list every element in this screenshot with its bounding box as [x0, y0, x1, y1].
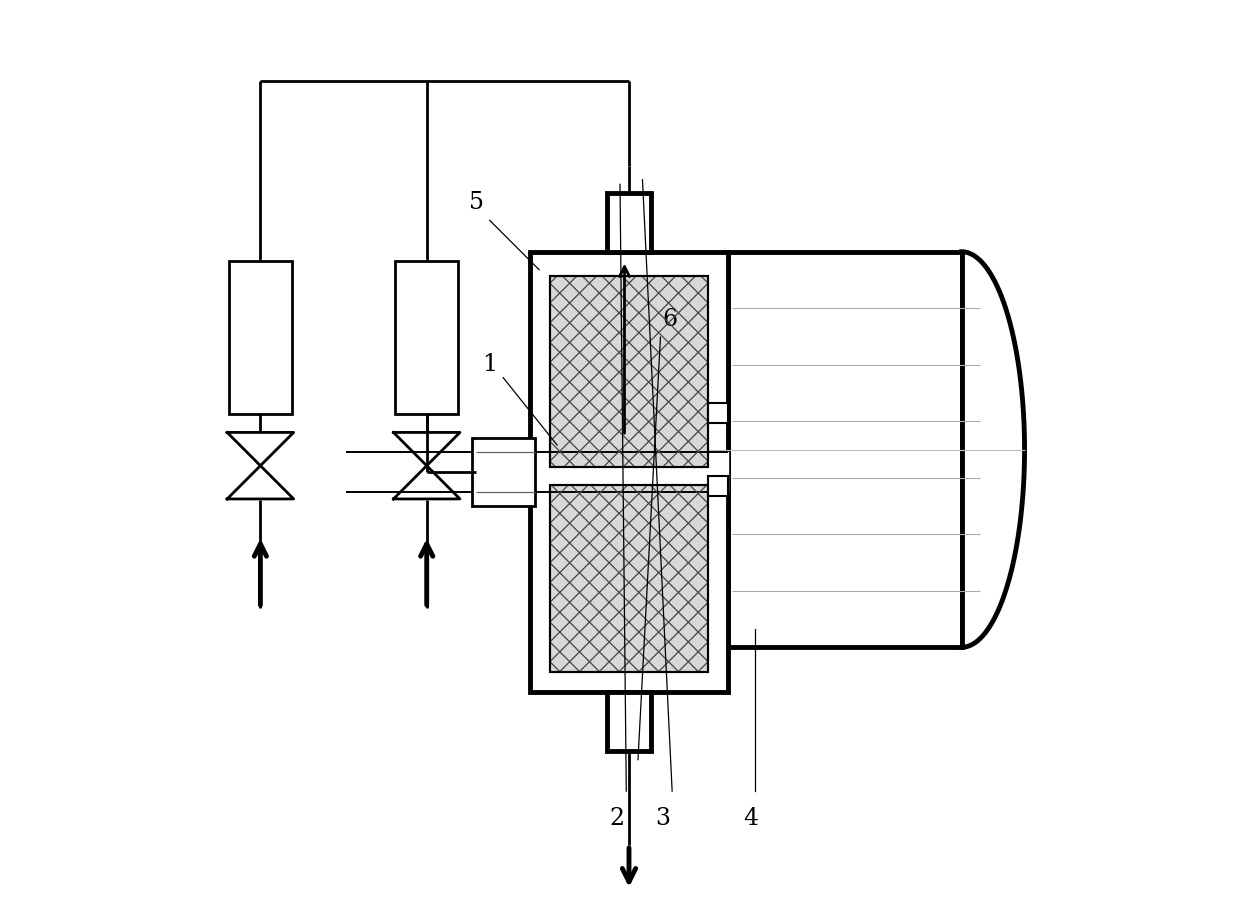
Bar — [708, 476, 728, 496]
Text: 5: 5 — [469, 191, 484, 214]
Bar — [708, 403, 728, 423]
Bar — [549, 485, 708, 672]
Bar — [608, 692, 651, 751]
Polygon shape — [346, 452, 728, 492]
Bar — [608, 193, 651, 252]
Bar — [549, 276, 708, 467]
Text: 1: 1 — [482, 352, 497, 376]
Text: 3: 3 — [656, 806, 671, 830]
Text: 2: 2 — [610, 806, 625, 830]
Text: 6: 6 — [662, 307, 677, 331]
Bar — [531, 252, 728, 692]
Bar — [549, 276, 708, 467]
Bar — [229, 261, 291, 414]
Bar — [471, 438, 534, 506]
Bar — [396, 261, 458, 414]
Text: 4: 4 — [743, 806, 758, 830]
Polygon shape — [962, 252, 1024, 647]
Bar — [728, 252, 962, 647]
Bar — [549, 485, 708, 672]
